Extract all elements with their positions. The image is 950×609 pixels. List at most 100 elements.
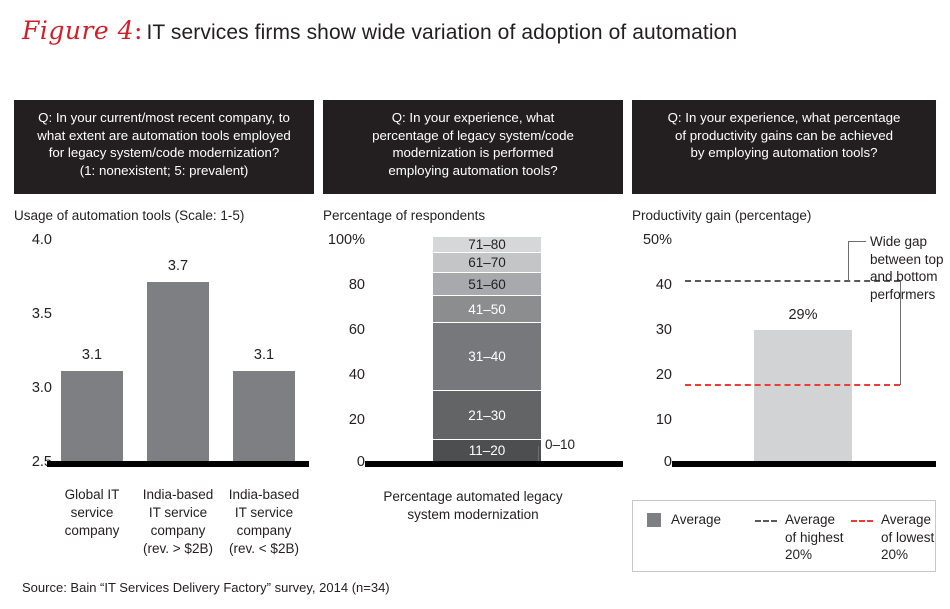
chart1-category: India-based IT service company (rev. < $…: [226, 486, 302, 558]
question-line: Q: In your current/most recent company, …: [38, 110, 290, 125]
legend-dash-lowest: [851, 520, 873, 522]
chart3-axis-title: Productivity gain (percentage): [632, 208, 812, 223]
legend-label-line: 20%: [785, 547, 813, 562]
chart1-bar-label: 3.1: [81, 347, 103, 363]
question-box-2: Q: In your experience, what percentage o…: [323, 100, 623, 194]
chart2-segment[interactable]: 51–60: [433, 273, 541, 296]
question-box-1: Q: In your current/most recent company, …: [14, 100, 314, 194]
chart1-axis-title: Usage of automation tools (Scale: 1-5): [14, 208, 245, 223]
chart1-ytick: 2.5: [31, 454, 52, 470]
chart3-annotation-leader-horizontal: [848, 241, 866, 242]
legend-label-line: Average: [671, 512, 722, 527]
figure-colon: :: [134, 16, 143, 45]
xlab-line: system modernization: [407, 507, 539, 522]
chart3-ytick: 10: [655, 412, 672, 428]
chart3-annotation-leader-vertical: [848, 241, 849, 281]
panel-usage-of-automation-tools: Q: In your current/most recent company, …: [14, 100, 314, 572]
chart2-ytick: 100%: [327, 232, 365, 248]
chart3-bar-average[interactable]: [754, 330, 852, 461]
chart1-ytick: 3.0: [31, 380, 52, 396]
chart1-baseline: [47, 461, 309, 467]
chart3-legend: Average Average of highest 20% Average o…: [632, 500, 936, 572]
question-line: percentage of legacy system/code: [372, 127, 574, 143]
cat-line: Global IT: [64, 487, 120, 502]
chart2-xaxis-label: Percentage automated legacy system moder…: [323, 488, 623, 524]
ann-line: performers: [870, 286, 936, 302]
legend-swatch-average: [647, 513, 661, 527]
cat-line: company: [236, 523, 292, 538]
chart1-bar-label: 3.1: [253, 347, 275, 363]
chart2-ytick: 20: [348, 412, 365, 428]
legend-dash-highest: [755, 520, 777, 522]
question-line: Q: In your experience, what: [391, 110, 555, 125]
page-title: Figure 4: IT services firms show wide var…: [22, 16, 737, 45]
chart1-ytick: 4.0: [31, 232, 52, 248]
panel-percentage-of-respondents: Q: In your experience, what percentage o…: [323, 100, 623, 524]
chart3-ytick: 40: [655, 277, 672, 293]
chart2-ytick: 0: [356, 454, 365, 470]
chart2-segment[interactable]: 61–70: [433, 253, 541, 273]
chart2-baseline: [365, 461, 623, 467]
chart2-ytick: 60: [348, 322, 365, 338]
chart3-gap-bracket: [900, 281, 901, 385]
chart2-callout-0-10: 0–10: [545, 437, 576, 452]
chart2-segment[interactable]: 41–50: [433, 296, 541, 323]
chart2-segment-label: 41–50: [468, 301, 506, 317]
cat-line: IT service: [234, 505, 294, 520]
question-line: (1: nonexistent; 5: prevalent): [79, 162, 249, 178]
legend-item-average-lowest[interactable]: Average of lowest 20%: [881, 511, 934, 564]
legend-label-line: Average: [785, 512, 836, 527]
cat-line: India-based: [142, 487, 214, 502]
chart2-segment-label: 61–70: [468, 255, 506, 270]
chart1-plot-area: 4.0 3.5 3.0 2.5 3.1 3.7 3.1: [14, 233, 314, 478]
cat-line: (rev. > $2B): [143, 541, 213, 556]
cat-line: company: [150, 523, 206, 538]
chart1-bar[interactable]: [233, 371, 295, 461]
legend-item-average[interactable]: Average: [671, 511, 721, 529]
ann-line: and bottom: [870, 269, 938, 284]
chart3-ytick: 50%: [642, 232, 672, 248]
chart2-segment-label: 51–60: [468, 276, 506, 292]
cat-line: (rev. < $2B): [229, 541, 299, 556]
chart1-bar[interactable]: [147, 282, 209, 461]
panel-productivity-gain: Q: In your experience, what percentage o…: [632, 100, 944, 478]
chart2-segment-label: 71–80: [468, 237, 506, 252]
cat-line: company: [64, 523, 120, 538]
figure-title-text: IT services firms show wide variation of…: [146, 21, 738, 44]
chart2-ytick: 80: [348, 277, 365, 293]
question-line: modernization is performed: [392, 145, 554, 160]
chart2-segment[interactable]: 21–30: [433, 391, 541, 440]
chart2-segment[interactable]: 11–20: [433, 440, 541, 461]
chart3-baseline: [672, 461, 936, 467]
chart1-category: Global IT service company: [55, 486, 129, 540]
chart2-segment-label: 21–30: [468, 407, 506, 423]
legend-label-line: of highest: [785, 529, 844, 545]
question-line: by employing automation tools?: [690, 145, 878, 160]
chart1-ytick: 3.5: [31, 306, 52, 322]
chart3-annotation: Wide gap between top and bottom performe…: [870, 233, 944, 303]
chart1-bar[interactable]: [61, 371, 123, 461]
chart3-bar-label: 29%: [788, 307, 818, 323]
legend-item-average-highest[interactable]: Average of highest 20%: [785, 511, 844, 564]
xlab-line: Percentage automated legacy: [383, 489, 563, 504]
legend-label-line: 20%: [881, 547, 909, 562]
legend-label-line: of lowest: [881, 529, 935, 545]
chart2-ytick: 40: [348, 367, 365, 383]
chart2-plot-area: 100% 80 60 40 20 0 71–80 61–70 51–60 41–…: [323, 233, 623, 478]
chart2-segment-label: 11–20: [468, 443, 506, 458]
ann-line: between top: [870, 251, 944, 267]
chart3-ytick: 30: [655, 322, 672, 338]
question-line: Q: In your experience, what percentage: [667, 110, 901, 125]
chart1-category-labels: Global IT service company India-based IT…: [14, 486, 314, 572]
chart3-ytick: 20: [655, 367, 672, 383]
cat-line: IT service: [148, 505, 208, 520]
chart1-category: India-based IT service company (rev. > $…: [140, 486, 216, 558]
ann-line: Wide gap: [870, 234, 928, 249]
chart2-segment[interactable]: 31–40: [433, 323, 541, 391]
source-note: Source: Bain “IT Services Delivery Facto…: [22, 580, 390, 595]
chart2-segment[interactable]: 71–80: [433, 237, 541, 253]
cat-line: service: [70, 505, 114, 520]
question-line: employing automation tools?: [388, 162, 558, 178]
legend-label-line: Average: [881, 512, 932, 527]
